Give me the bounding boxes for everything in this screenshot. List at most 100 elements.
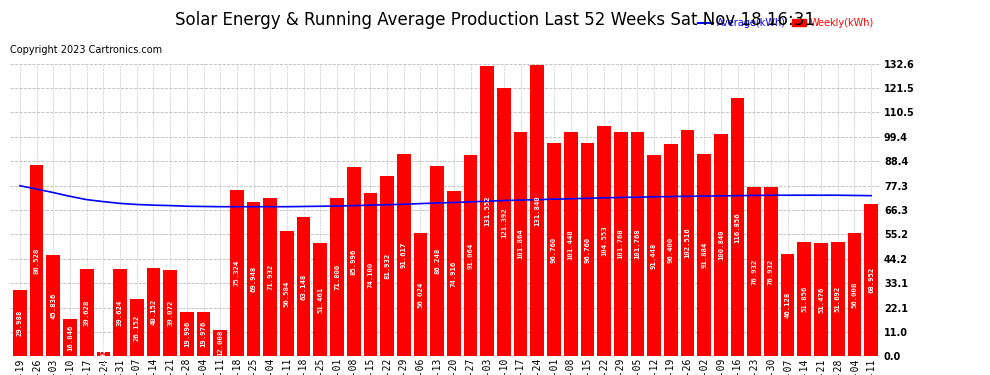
Text: 19.976: 19.976 <box>201 321 207 347</box>
Bar <box>731 99 744 356</box>
Text: Solar Energy & Running Average Production Last 52 Weeks Sat Nov 18 16:31: Solar Energy & Running Average Productio… <box>175 11 815 29</box>
Bar <box>431 166 444 356</box>
Text: 91.064: 91.064 <box>467 243 473 269</box>
Text: 71.800: 71.800 <box>334 264 340 290</box>
Text: 16.846: 16.846 <box>67 324 73 351</box>
Bar <box>764 186 778 356</box>
Text: 12.008: 12.008 <box>217 330 223 356</box>
Bar <box>380 176 394 356</box>
Text: 101.768: 101.768 <box>635 229 641 260</box>
Bar <box>263 198 277 356</box>
Text: 101.448: 101.448 <box>567 229 573 260</box>
Text: 51.461: 51.461 <box>318 286 324 313</box>
Bar <box>363 193 377 356</box>
Text: 40.152: 40.152 <box>150 299 156 325</box>
Bar <box>864 204 878 356</box>
Text: 102.516: 102.516 <box>684 228 690 258</box>
Text: 86.528: 86.528 <box>34 248 40 274</box>
Bar <box>331 198 344 356</box>
Text: 91.448: 91.448 <box>651 242 657 268</box>
Text: 56.008: 56.008 <box>851 281 857 308</box>
Text: 91.884: 91.884 <box>701 242 707 268</box>
Legend: Average(kWh), Weekly(kWh): Average(kWh), Weekly(kWh) <box>696 16 876 30</box>
Bar <box>80 269 93 356</box>
Text: 131.840: 131.840 <box>535 195 541 226</box>
Text: 46.128: 46.128 <box>785 292 791 318</box>
Text: 56.024: 56.024 <box>418 281 424 308</box>
Text: 69.948: 69.948 <box>250 266 256 292</box>
Bar <box>247 202 260 356</box>
Bar <box>798 242 811 356</box>
Bar <box>814 243 828 356</box>
Bar <box>113 269 127 356</box>
Text: 76.932: 76.932 <box>768 258 774 285</box>
Text: 85.996: 85.996 <box>350 248 356 274</box>
Text: 26.152: 26.152 <box>134 314 140 340</box>
Text: 39.628: 39.628 <box>84 299 90 326</box>
Bar <box>547 143 560 356</box>
Text: 101.768: 101.768 <box>618 229 624 260</box>
Bar <box>497 88 511 356</box>
Bar <box>647 154 661 356</box>
Text: 51.692: 51.692 <box>835 286 841 312</box>
Bar <box>397 154 411 356</box>
Text: 71.932: 71.932 <box>267 264 273 290</box>
Text: 101.864: 101.864 <box>518 229 524 259</box>
Bar <box>614 132 628 356</box>
Text: 96.760: 96.760 <box>551 236 557 262</box>
Text: 56.584: 56.584 <box>284 281 290 307</box>
Bar <box>130 298 144 356</box>
Bar <box>30 165 44 356</box>
Bar <box>13 290 27 356</box>
Text: 100.840: 100.840 <box>718 230 724 260</box>
Bar <box>96 352 110 356</box>
Text: 96.400: 96.400 <box>668 237 674 263</box>
Bar <box>280 231 294 356</box>
Text: 68.952: 68.952 <box>868 267 874 293</box>
Bar <box>147 268 160 356</box>
Text: 1.928: 1.928 <box>100 343 106 365</box>
Bar <box>197 312 210 356</box>
Bar <box>463 155 477 356</box>
Bar <box>163 270 177 356</box>
Bar <box>531 65 544 356</box>
Text: 74.916: 74.916 <box>450 261 456 287</box>
Bar <box>297 217 311 356</box>
Text: 131.552: 131.552 <box>484 196 490 226</box>
Bar <box>414 232 428 356</box>
Text: 104.553: 104.553 <box>601 226 607 256</box>
Bar <box>346 166 360 356</box>
Bar <box>514 132 528 356</box>
Text: 121.392: 121.392 <box>501 207 507 238</box>
Text: 51.856: 51.856 <box>801 286 807 312</box>
Text: 39.072: 39.072 <box>167 300 173 326</box>
Bar <box>597 126 611 356</box>
Bar <box>180 312 194 356</box>
Text: 116.856: 116.856 <box>735 212 741 243</box>
Bar <box>47 255 60 356</box>
Text: 51.476: 51.476 <box>818 286 824 313</box>
Bar <box>480 66 494 356</box>
Bar <box>781 255 795 356</box>
Text: Copyright 2023 Cartronics.com: Copyright 2023 Cartronics.com <box>10 45 162 55</box>
Bar <box>697 154 711 356</box>
Bar <box>447 191 460 356</box>
Bar <box>831 242 844 356</box>
Bar <box>681 130 694 356</box>
Text: 39.624: 39.624 <box>117 299 123 326</box>
Text: 29.988: 29.988 <box>17 310 23 336</box>
Bar <box>631 132 644 356</box>
Text: 45.836: 45.836 <box>50 292 56 319</box>
Bar <box>747 186 761 356</box>
Bar <box>314 243 327 356</box>
Text: 91.617: 91.617 <box>401 242 407 268</box>
Bar <box>564 132 577 356</box>
Bar <box>230 190 244 356</box>
Text: 96.760: 96.760 <box>584 236 590 262</box>
Bar <box>580 143 594 356</box>
Bar <box>714 134 728 356</box>
Bar <box>214 330 227 356</box>
Text: 86.248: 86.248 <box>435 248 441 274</box>
Text: 63.148: 63.148 <box>301 273 307 300</box>
Text: 19.996: 19.996 <box>184 321 190 347</box>
